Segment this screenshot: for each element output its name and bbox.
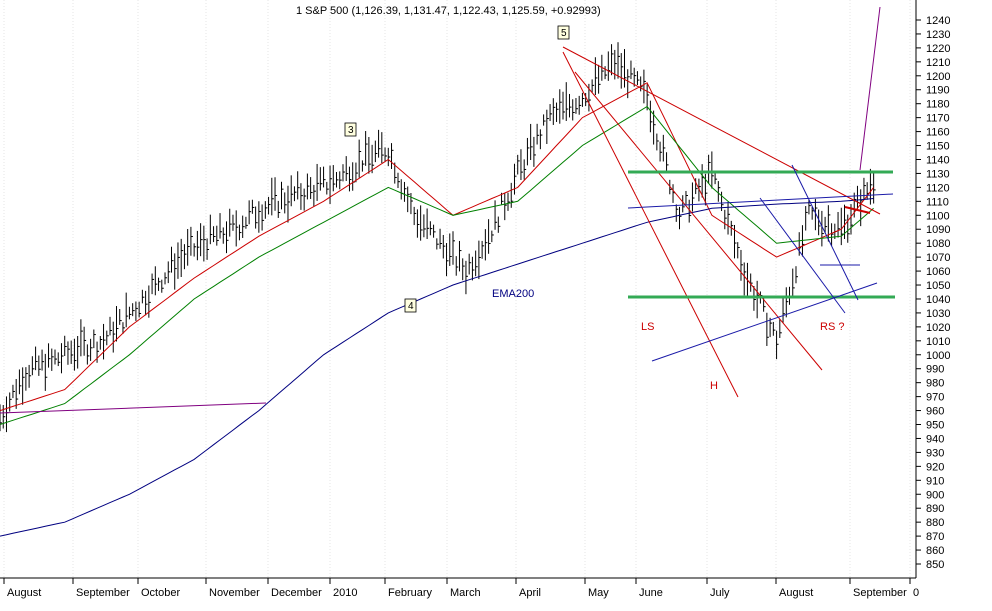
y-tick-label: 850 (926, 559, 944, 571)
y-tick-label: 1080 (926, 238, 950, 250)
label-rs: RS ? (820, 321, 844, 333)
wave-label-4: 4 (404, 298, 417, 313)
series-line-3 (0, 198, 874, 537)
x-axis-ticks: August September October November December 20… (3, 578, 919, 599)
wave-label-5-text: 5 (561, 28, 567, 39)
y-tick-label: 880 (926, 517, 944, 529)
x-tick-label: August (779, 587, 813, 599)
red-trendline-steep-2 (574, 71, 823, 371)
x-tick-label: 2010 (333, 587, 357, 599)
y-tick-label: 1010 (926, 336, 950, 348)
y-tick-label: 920 (926, 461, 944, 473)
x-tick-label: November (209, 587, 260, 599)
x-tick-label: September (853, 587, 907, 599)
x-tick-label: December (271, 587, 322, 599)
y-tick-label: 1210 (926, 57, 950, 69)
purple-line-left (0, 402, 267, 414)
y-tick-label: 980 (926, 378, 944, 390)
x-tick-label: February (388, 587, 433, 599)
series-line-2 (0, 105, 874, 425)
y-tick-label: 1240 (926, 15, 950, 27)
plot-area (0, 0, 916, 578)
y-tick-label: 860 (926, 545, 944, 557)
y-tick-label: 1200 (926, 71, 950, 83)
label-ema200: EMA200 (492, 288, 534, 300)
x-tick-label: 0 (913, 587, 919, 599)
y-tick-label: 970 (926, 392, 944, 404)
y-tick-label: 1140 (926, 154, 950, 166)
y-tick-label: 1160 (926, 127, 950, 139)
blue-channel-line-1 (791, 164, 859, 301)
red-short-segment (844, 206, 871, 214)
label-ls: LS (641, 321, 654, 333)
wave-label-5: 5 (557, 25, 570, 40)
x-tick-label: March (450, 587, 481, 599)
y-tick-label: 1130 (926, 168, 950, 180)
x-tick-label: October (141, 587, 180, 599)
y-tick-label: 940 (926, 433, 944, 445)
y-tick-label: 930 (926, 447, 944, 459)
trendlines (0, 6, 895, 414)
y-tick-label: 1190 (926, 85, 950, 97)
y-tick-label: 1110 (926, 196, 949, 208)
wave-label-4-box (404, 298, 417, 313)
blue-mid-line (627, 193, 894, 209)
purple-line-right (859, 6, 881, 171)
y-axis-ticks: 1240 1230 1220 1210 1200 1190 1180 1170 1160 1150… (916, 15, 950, 571)
x-tick-label: May (588, 587, 609, 599)
wave-label-5-box (557, 25, 570, 40)
y-tick-label: 1050 (926, 280, 950, 292)
y-tick-label: 960 (926, 406, 944, 418)
y-tick-label: 900 (926, 489, 944, 501)
red-trendline-steep-1 (562, 51, 739, 398)
y-tick-label: 1220 (926, 43, 950, 55)
y-tick-label: 1040 (926, 294, 950, 306)
label-h: H (710, 380, 718, 392)
y-tick-label: 890 (926, 503, 944, 515)
red-trendline-top (562, 46, 881, 215)
y-tick-label: 1030 (926, 308, 950, 320)
y-tick-label: 1000 (926, 350, 950, 362)
y-tick-label: 870 (926, 531, 944, 543)
y-tick-label: 1150 (926, 141, 950, 153)
y-tick-label: 1090 (926, 224, 950, 236)
y-tick-label: 1180 (926, 99, 950, 111)
x-tick-label: June (639, 587, 663, 599)
y-tick-label: 950 (926, 420, 944, 432)
price-bars (0, 42, 876, 433)
series-lines (0, 82, 874, 537)
wave-label-4-text: 4 (408, 301, 414, 312)
y-tick-label: 1230 (926, 29, 950, 41)
y-tick-label: 1060 (926, 266, 950, 278)
x-tick-label: September (76, 587, 130, 599)
wave-label-3-text: 3 (348, 125, 354, 136)
x-tick-label: April (519, 587, 541, 599)
y-tick-label: 1120 (926, 182, 950, 194)
series-line-1 (0, 82, 874, 412)
y-tick-label: 910 (926, 475, 944, 487)
wave-label-3-box (344, 122, 357, 137)
axis-frame (0, 0, 917, 579)
chart-title: 1 S&P 500 (1,126.39, 1,131.47, 1,122.43,… (296, 5, 601, 17)
y-tick-label: 1100 (926, 210, 950, 222)
wave-label-3: 3 (344, 122, 357, 137)
blue-uptrend-line (651, 282, 878, 362)
y-tick-label: 1170 (926, 113, 950, 125)
y-tick-label: 1070 (926, 252, 950, 264)
y-tick-label: 990 (926, 364, 944, 376)
x-tick-label: July (710, 587, 730, 599)
y-tick-label: 1020 (926, 322, 950, 334)
x-tick-label: August (7, 587, 41, 599)
blue-channel-line-2 (759, 197, 846, 314)
